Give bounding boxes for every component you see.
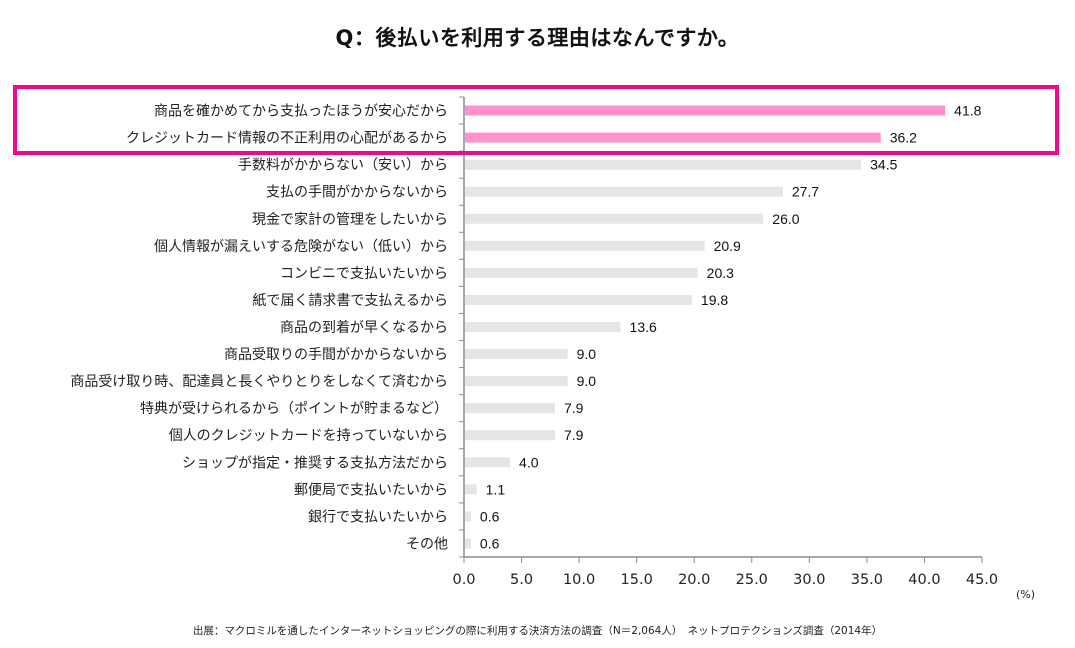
x-tick-label-4: 20.0 (678, 572, 710, 588)
bars-group (465, 105, 946, 549)
category-label-8: 紙で届く請求書で支払えるから (252, 293, 448, 309)
category-label-7: コンビニで支払いたいから (280, 266, 448, 282)
bar-7 (465, 267, 698, 278)
value-label-8: 19.8 (701, 292, 728, 308)
x-tick-label-1: 5.0 (510, 572, 533, 588)
x-tick-label-3: 15.0 (621, 572, 653, 588)
category-label-4: 支払の手間がかからないから (266, 185, 448, 201)
category-label-2: クレジットカード情報の不正利用の心配があるから (126, 131, 448, 147)
unit-label: (%) (1016, 588, 1035, 601)
x-tick-label-7: 35.0 (851, 572, 883, 588)
category-labels-group: 商品を確かめてから支払ったほうが安心だからクレジットカード情報の不正利用の心配が… (70, 104, 448, 553)
category-label-5: 現金で家計の管理をしたいから (252, 211, 448, 228)
category-label-3: 手数料がかからない（安い）から (238, 158, 448, 174)
category-label-12: 特典が受けられるから（ポイントが貯まるなど） (140, 401, 448, 417)
value-label-12: 7.9 (564, 400, 584, 416)
x-tick-label-0: 0.0 (452, 572, 475, 588)
bar-8 (465, 294, 692, 305)
category-label-9: 商品の到着が早くなるから (280, 320, 448, 336)
value-label-4: 27.7 (792, 184, 819, 200)
value-label-16: 0.6 (480, 508, 500, 524)
x-tick-label-2: 10.0 (563, 572, 595, 588)
bar-11 (465, 376, 568, 387)
value-label-10: 9.0 (577, 346, 597, 362)
value-label-2: 36.2 (890, 130, 917, 146)
value-label-1: 41.8 (954, 103, 981, 119)
x-tick-label-9: 45.0 (966, 572, 998, 588)
bar-15 (465, 484, 477, 495)
category-label-16: 銀行で支払いたいから (308, 509, 448, 525)
value-label-9: 13.6 (630, 319, 657, 335)
bar-17 (465, 538, 471, 549)
value-label-17: 0.6 (480, 535, 500, 551)
x-tick-label-8: 40.0 (908, 572, 940, 588)
x-tick-labels-group: 0.0 5.0 10.0 15.0 20.0 25.0 30.0 35.0 40.0 45.0 (452, 572, 998, 588)
bar-10 (465, 349, 568, 360)
value-label-5: 26.0 (772, 211, 799, 227)
bar-1 (465, 105, 946, 116)
bar-13 (465, 430, 555, 441)
value-label-11: 9.0 (577, 373, 597, 389)
value-label-14: 4.0 (519, 454, 539, 470)
value-label-15: 1.1 (486, 481, 506, 497)
value-label-13: 7.9 (564, 427, 584, 443)
category-label-13: 個人のクレジットカードを持っていないから (169, 428, 448, 444)
axes-group (459, 96, 983, 563)
x-tick-label-5: 25.0 (736, 572, 768, 588)
bar-5 (465, 213, 764, 224)
bar-6 (465, 240, 705, 251)
bar-4 (465, 186, 783, 197)
value-label-7: 20.3 (707, 265, 734, 281)
value-label-3: 34.5 (870, 157, 897, 173)
category-label-15: 郵便局で支払いたいから (294, 482, 448, 498)
x-tick-label-6: 30.0 (793, 572, 825, 588)
bar-16 (465, 511, 471, 522)
value-labels-group: 41.8 36.2 34.5 27.7 26.0 20.9 20.3 19.8 13.6 9.0 9… (480, 103, 982, 552)
bar-14 (465, 457, 511, 468)
category-label-1: 商品を確かめてから支払ったほうが安心だから (154, 104, 448, 120)
category-label-14: ショップが指定・推奨する支払方法だから (182, 455, 448, 471)
bar-9 (465, 322, 621, 332)
value-label-6: 20.9 (714, 238, 741, 254)
source-note: 出展：マクロミルを通したインターネットショッピングの際に利用する決済方法の調査（… (192, 625, 883, 637)
category-label-17: その他 (406, 536, 448, 552)
bar-12 (465, 403, 555, 414)
category-label-6: 個人情報が漏えいする危険がない（低い）から (154, 239, 448, 255)
category-label-10: 商品受取りの手間がかからないから (224, 347, 448, 363)
bar-2 (465, 132, 881, 143)
category-label-11: 商品受け取り時、配達員と長くやりとりをしなくて済むから (70, 374, 448, 390)
chart-title: Q：後払いを利用する理由はなんですか。 (335, 26, 740, 50)
bar-3 (465, 159, 862, 170)
